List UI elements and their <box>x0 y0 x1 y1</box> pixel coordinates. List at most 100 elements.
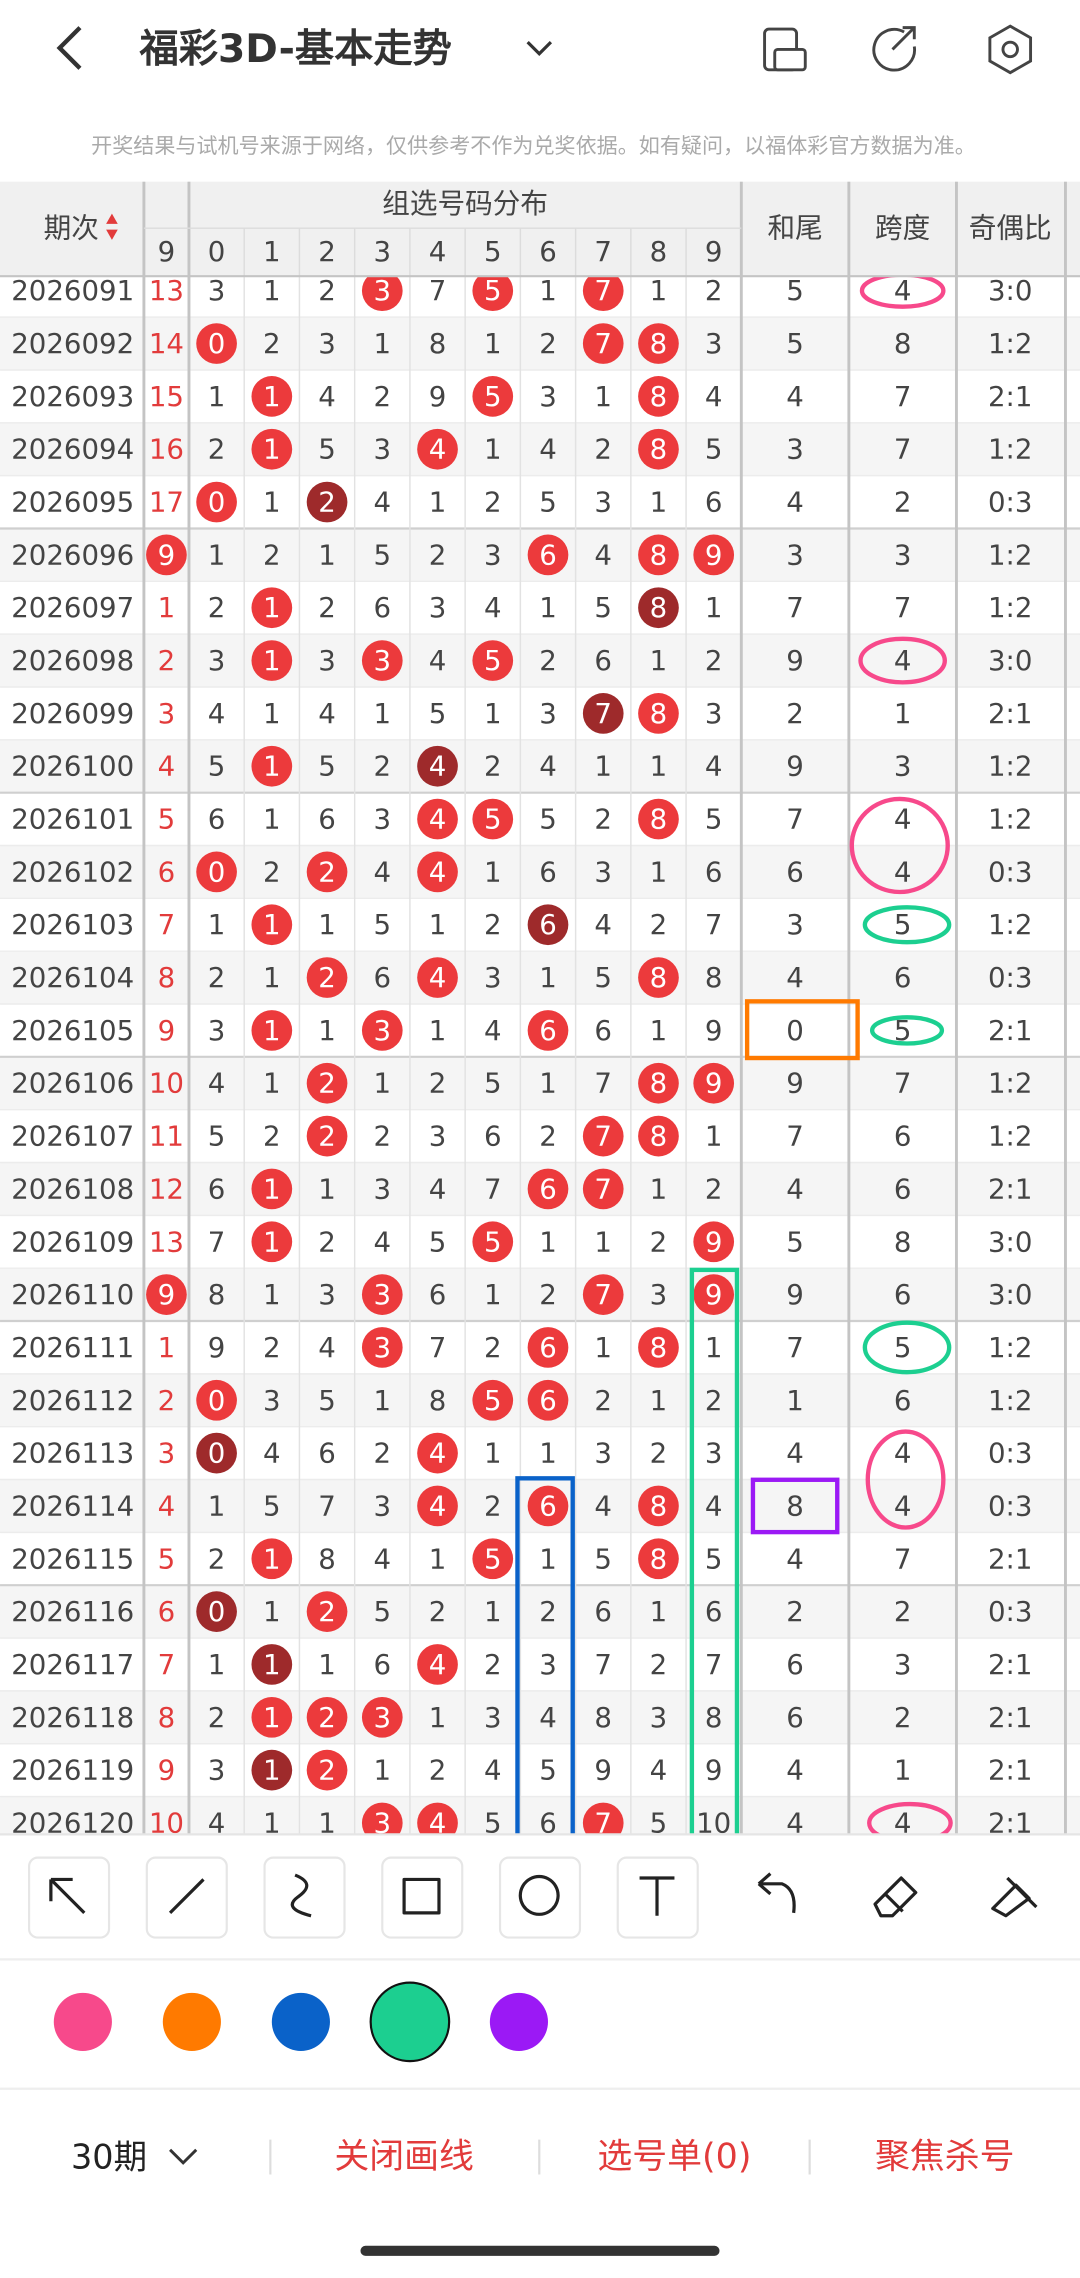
number-ball <box>582 1802 624 1835</box>
color-swatch[interactable] <box>53 1992 112 2051</box>
cell-number: 1 <box>539 961 557 994</box>
ball-number: 5 <box>484 380 502 413</box>
tool-icon[interactable] <box>168 1878 205 1914</box>
cell-number: 2 <box>208 1542 226 1575</box>
span: 7 <box>894 1067 912 1100</box>
cell-number: 3 <box>705 327 723 360</box>
pick-list-button[interactable]: 选号单(0) <box>597 2137 751 2177</box>
cell-number: 7 <box>208 1225 226 1258</box>
cell-number: 1 <box>650 1014 668 1047</box>
tool-icon[interactable] <box>757 1872 796 1914</box>
cell-number: 6 <box>594 1595 612 1628</box>
tool-icon[interactable] <box>518 1874 560 1916</box>
color-swatch[interactable] <box>162 1992 221 2051</box>
color-swatch[interactable] <box>369 1981 451 2063</box>
sum-tail-header: 和尾 <box>767 212 822 245</box>
cell-number: 1 <box>318 1172 336 1205</box>
cell-number: 2 <box>705 1384 723 1417</box>
rotate-icon[interactable] <box>763 27 807 72</box>
tool-icon[interactable] <box>402 1877 441 1915</box>
color-swatch[interactable] <box>489 1992 548 2051</box>
tool-icon[interactable] <box>873 1876 918 1918</box>
number-ball <box>472 270 514 312</box>
period-dropdown[interactable] <box>169 2148 198 2165</box>
cell-number: 5 <box>318 433 336 466</box>
number-ball <box>472 1221 514 1263</box>
sort-up[interactable] <box>106 213 118 224</box>
cell-number: 11 <box>149 1120 184 1153</box>
cell-number: 6 <box>539 855 557 888</box>
row-background <box>0 1056 1080 1110</box>
period-selector[interactable]: 30期 <box>71 2138 147 2177</box>
cell-number: 7 <box>484 1172 502 1205</box>
number-ball <box>146 1274 187 1315</box>
tool-icon[interactable] <box>991 1876 1038 1918</box>
number-ball <box>306 1696 348 1738</box>
cell-number: 3 <box>208 644 226 677</box>
cell-number: 2 <box>650 908 668 941</box>
sort-down[interactable] <box>106 229 118 240</box>
cell-number: 1 <box>484 1278 502 1311</box>
cell-number: 10 <box>149 1067 184 1100</box>
tool-icon[interactable] <box>639 1876 675 1916</box>
tool-button[interactable] <box>263 1856 346 1939</box>
cell-number: 4 <box>484 1014 502 1047</box>
ball-number: 7 <box>594 1278 612 1311</box>
cell-number: 1 <box>318 538 336 571</box>
title-dropdown[interactable] <box>526 41 553 57</box>
tool-icon[interactable] <box>49 1877 86 1914</box>
back-button[interactable] <box>56 26 82 70</box>
cell-number: 2 <box>539 327 557 360</box>
tool-button[interactable] <box>498 1856 582 1939</box>
cell-number: 1 <box>374 1754 392 1787</box>
ball-number: 0 <box>208 327 226 360</box>
close-drawing-button[interactable]: 关闭画线 <box>334 2137 474 2177</box>
cell-number: 2 <box>594 1384 612 1417</box>
sum-tail: 4 <box>786 1806 804 1839</box>
parity: 0:3 <box>988 1437 1032 1470</box>
number-ball <box>693 534 735 576</box>
period-header[interactable]: 期次 <box>44 212 99 245</box>
parity: 1:2 <box>988 591 1032 624</box>
cell-number: 4 <box>318 380 336 413</box>
number-ball <box>472 1379 514 1421</box>
parity: 0:3 <box>988 486 1032 519</box>
tool-button[interactable] <box>381 1856 464 1939</box>
tool-icon[interactable] <box>290 1873 312 1918</box>
parity: 1:2 <box>988 1331 1032 1364</box>
sum-tail: 4 <box>786 961 804 994</box>
period: 2026092 <box>11 327 134 360</box>
digit-header: 6 <box>539 235 557 268</box>
color-swatch[interactable] <box>271 1992 330 2051</box>
cell-number: 1 <box>429 486 447 519</box>
focus-kill-button[interactable]: 聚焦杀号 <box>875 2137 1015 2177</box>
cell-number: 2 <box>539 1120 557 1153</box>
cell-number: 3 <box>705 697 723 730</box>
span-header: 跨度 <box>875 212 930 245</box>
digit-header: 4 <box>429 235 447 268</box>
ball-number: 9 <box>705 1225 723 1258</box>
annotation-rect <box>750 1477 840 1535</box>
cell-number: 2 <box>594 433 612 466</box>
share-icon[interactable] <box>872 26 916 72</box>
cell-number: 1 <box>705 1331 723 1364</box>
number-ball <box>638 693 679 734</box>
number-ball <box>417 1802 458 1835</box>
row-background <box>0 739 1080 793</box>
number-ball <box>306 1591 348 1632</box>
period: 2026104 <box>11 961 134 994</box>
cell-number: 1 <box>484 433 502 466</box>
ball-number: 0 <box>208 1595 226 1628</box>
row-background <box>0 317 1080 370</box>
cell-number: 1 <box>318 908 336 941</box>
cell-number: 3 <box>263 1384 281 1417</box>
cell-number: 6 <box>484 1120 502 1153</box>
digit-header: 5 <box>484 235 502 268</box>
number-ball <box>472 1538 514 1580</box>
annotation-ellipse <box>867 1801 953 1835</box>
number-ball <box>361 1327 403 1368</box>
ball-number: 4 <box>429 961 447 994</box>
cell-number: 5 <box>594 591 612 624</box>
settings-icon[interactable] <box>988 24 1033 75</box>
cell-number: 2 <box>429 1067 447 1100</box>
